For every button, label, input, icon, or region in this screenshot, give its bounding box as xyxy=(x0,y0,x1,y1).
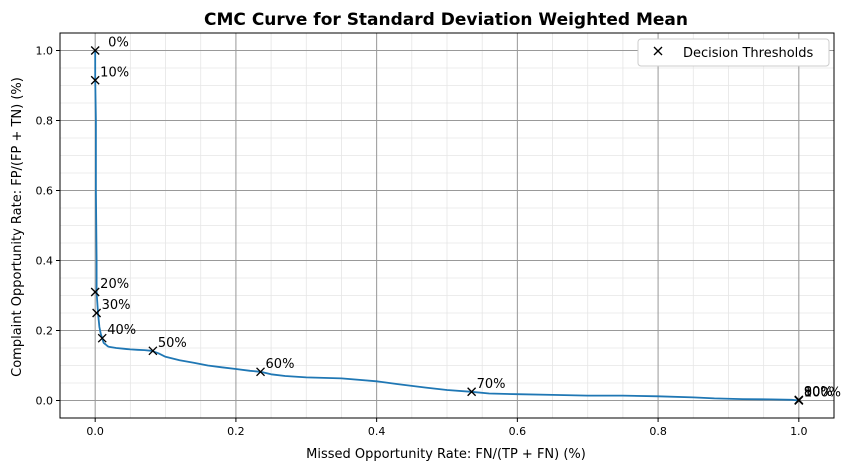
x-tick-label: 0.8 xyxy=(649,425,667,438)
y-tick-label: 1.0 xyxy=(36,45,54,58)
threshold-label: 0% xyxy=(108,36,129,51)
y-tick-label: 0.2 xyxy=(36,325,54,338)
y-axis-ticks: 0.0 0.2 0.4 0.6 0.8 1.0 xyxy=(36,45,61,408)
chart-title: CMC Curve for Standard Deviation Weighte… xyxy=(204,10,688,30)
threshold-label: 70% xyxy=(477,377,506,392)
x-tick-label: 1.0 xyxy=(790,425,808,438)
threshold-label: 10% xyxy=(100,65,129,80)
threshold-label: 100% xyxy=(804,386,841,401)
y-axis-label: Complaint Opportunity Rate: FP/(FP + TN)… xyxy=(10,77,25,377)
y-tick-label: 0.4 xyxy=(36,255,54,268)
x-tick-label: 0.6 xyxy=(509,425,527,438)
y-tick-label: 0.8 xyxy=(36,115,54,128)
legend-label: Decision Thresholds xyxy=(683,46,814,61)
legend: Decision Thresholds xyxy=(638,39,829,66)
x-tick-label: 0.0 xyxy=(86,425,104,438)
threshold-label: 50% xyxy=(158,336,187,351)
threshold-label: 20% xyxy=(100,277,129,292)
x-axis-label: Missed Opportunity Rate: FN/(TP + FN) (%… xyxy=(306,447,586,462)
x-axis-ticks: 0.0 0.2 0.4 0.6 0.8 1.0 xyxy=(86,418,807,438)
x-tick-label: 0.2 xyxy=(227,425,245,438)
threshold-label: 60% xyxy=(266,357,295,372)
threshold-label: 30% xyxy=(102,298,131,313)
x-tick-label: 0.4 xyxy=(368,425,386,438)
y-tick-label: 0.6 xyxy=(36,185,54,198)
threshold-label: 40% xyxy=(107,323,136,338)
y-tick-label: 0.0 xyxy=(36,395,54,408)
threshold-annotations: 0%10%20%30%40%50%60%70%80%90%100% xyxy=(100,36,841,401)
